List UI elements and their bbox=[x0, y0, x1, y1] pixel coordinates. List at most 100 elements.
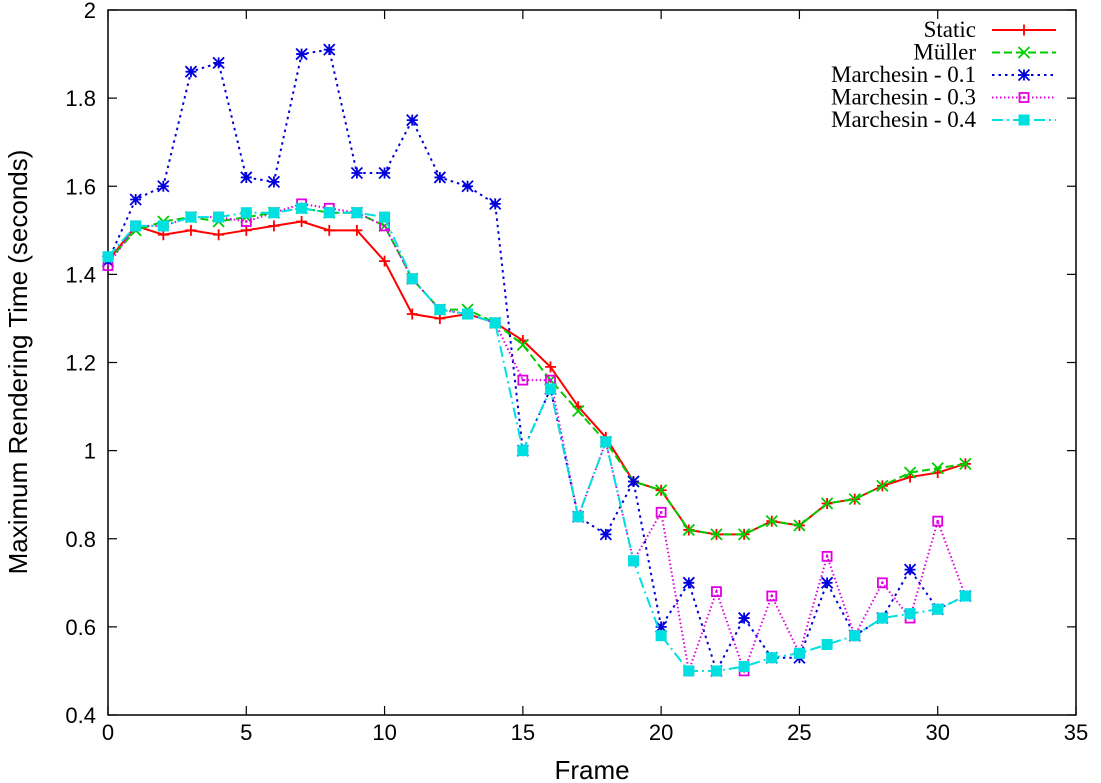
y-tick-label: 1 bbox=[84, 439, 96, 464]
series-layer bbox=[101, 43, 972, 678]
series-line bbox=[107, 48, 966, 674]
data-point-dot bbox=[549, 378, 552, 382]
x-tick-label: 5 bbox=[240, 720, 252, 745]
data-point bbox=[102, 251, 114, 263]
data-point bbox=[462, 308, 474, 320]
data-point bbox=[793, 519, 806, 532]
data-point-dot bbox=[881, 581, 884, 585]
data-point bbox=[820, 576, 834, 589]
data-point bbox=[129, 193, 142, 206]
data-point bbox=[655, 484, 668, 497]
data-point-dot bbox=[770, 594, 773, 598]
data-point bbox=[516, 338, 529, 352]
data-point bbox=[848, 492, 861, 506]
data-point bbox=[213, 229, 225, 241]
legend-entry: Static bbox=[924, 17, 1056, 42]
data-point bbox=[904, 608, 916, 620]
data-point bbox=[350, 166, 364, 180]
x-tick-label: 15 bbox=[511, 720, 535, 745]
x-tick-label: 20 bbox=[649, 720, 673, 745]
data-point bbox=[379, 255, 391, 267]
legend-label: Static bbox=[924, 17, 976, 42]
data-point bbox=[737, 528, 751, 541]
data-point bbox=[793, 647, 805, 659]
data-point bbox=[406, 273, 418, 285]
series-4 bbox=[102, 198, 971, 677]
data-point-dot bbox=[383, 224, 386, 228]
data-point bbox=[1018, 24, 1030, 36]
data-point bbox=[682, 576, 695, 589]
data-point bbox=[185, 211, 197, 223]
data-point bbox=[184, 65, 198, 78]
data-point bbox=[1018, 114, 1030, 126]
x-tick-label: 35 bbox=[1064, 720, 1088, 745]
x-tick-label: 0 bbox=[102, 720, 114, 745]
data-point bbox=[545, 361, 557, 373]
data-point bbox=[627, 475, 640, 488]
data-point bbox=[599, 528, 612, 541]
data-point bbox=[379, 211, 391, 223]
data-point bbox=[406, 308, 418, 320]
data-point bbox=[766, 590, 778, 602]
data-point bbox=[737, 611, 751, 625]
data-point bbox=[351, 207, 363, 219]
series-line bbox=[107, 207, 966, 536]
data-point-dot bbox=[106, 264, 110, 267]
data-point bbox=[710, 528, 723, 541]
data-point bbox=[711, 586, 722, 598]
legend-label: Marchesin - 0.4 bbox=[831, 107, 976, 132]
data-point-dot bbox=[245, 220, 248, 223]
y-tick-label: 0.4 bbox=[65, 703, 96, 728]
data-point bbox=[323, 207, 335, 219]
legend-entry: Müller bbox=[913, 40, 1056, 65]
data-point bbox=[130, 220, 142, 232]
data-point bbox=[821, 550, 833, 562]
data-point bbox=[157, 220, 169, 232]
legend-entry: Marchesin - 0.3 bbox=[831, 85, 1056, 110]
axes: 0 5 10 15 20 25 30 35 0.4 0.6 0.8 1 1.2 1.4 1.6 1.8 2 bbox=[65, 0, 1088, 745]
data-point bbox=[185, 224, 197, 236]
data-point-dot bbox=[1022, 96, 1026, 99]
data-point bbox=[517, 374, 529, 386]
data-point bbox=[489, 197, 502, 211]
data-point-dot bbox=[659, 511, 663, 514]
x-tick-label: 30 bbox=[925, 720, 949, 745]
series-3 bbox=[101, 43, 972, 678]
x-axis-title: Frame bbox=[554, 755, 629, 783]
data-point bbox=[932, 603, 944, 615]
data-point bbox=[296, 202, 308, 214]
series-1 bbox=[102, 216, 971, 540]
y-tick-label: 1.4 bbox=[65, 262, 96, 287]
data-point bbox=[959, 590, 971, 602]
data-point bbox=[378, 166, 391, 180]
data-point bbox=[766, 652, 778, 664]
data-point bbox=[903, 563, 917, 576]
data-point-dot bbox=[825, 555, 829, 558]
x-tick-label: 25 bbox=[787, 720, 811, 745]
data-point bbox=[545, 383, 557, 395]
data-point bbox=[849, 630, 861, 642]
data-point bbox=[351, 224, 363, 236]
data-point bbox=[876, 612, 888, 624]
data-point bbox=[240, 207, 252, 219]
series-line bbox=[107, 202, 967, 675]
data-point bbox=[323, 43, 336, 56]
y-tick-label: 0.6 bbox=[65, 615, 96, 640]
data-point bbox=[682, 523, 695, 537]
data-point bbox=[296, 216, 308, 227]
data-point bbox=[433, 171, 447, 184]
data-point-dot bbox=[936, 519, 939, 523]
x-tick-label: 10 bbox=[372, 720, 396, 745]
data-point bbox=[267, 175, 281, 188]
data-point bbox=[655, 630, 667, 642]
data-point bbox=[213, 211, 225, 223]
data-point bbox=[876, 479, 889, 493]
data-point bbox=[406, 114, 419, 127]
legend-entry: Marchesin - 0.4 bbox=[831, 107, 1056, 132]
data-point bbox=[1017, 46, 1031, 59]
y-tick-label: 2 bbox=[84, 0, 96, 23]
data-point bbox=[295, 47, 308, 61]
data-point bbox=[461, 180, 474, 193]
series-5 bbox=[102, 202, 971, 677]
data-point bbox=[710, 665, 722, 677]
